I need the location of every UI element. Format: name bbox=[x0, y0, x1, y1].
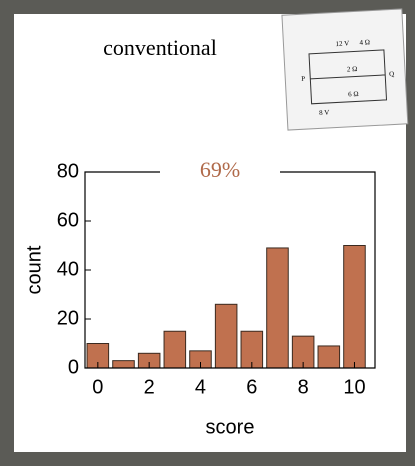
y-tick-label: 0 bbox=[68, 356, 79, 378]
bar bbox=[215, 304, 237, 368]
bar bbox=[164, 331, 186, 368]
circuit-label: 12 V bbox=[335, 39, 349, 48]
x-tick-label: 6 bbox=[246, 376, 257, 398]
circuit-label: P bbox=[301, 75, 305, 83]
x-tick-label: 8 bbox=[298, 376, 309, 398]
circuit-inset: 12 V 4 Ω 2 Ω 6 Ω 8 V P Q bbox=[282, 9, 408, 130]
x-axis-label: score bbox=[206, 416, 255, 438]
slide: conventional 12 V 4 Ω 2 Ω 6 Ω 8 V P Q 69… bbox=[0, 0, 415, 466]
x-tick-label: 0 bbox=[92, 376, 103, 398]
page: conventional 12 V 4 Ω 2 Ω 6 Ω 8 V P Q 69… bbox=[0, 0, 415, 466]
circuit-label: 8 V bbox=[319, 108, 330, 117]
bar bbox=[267, 248, 289, 368]
x-tick-label: 4 bbox=[195, 376, 206, 398]
circuit-label: 6 Ω bbox=[348, 90, 359, 99]
circuit-label: Q bbox=[389, 70, 394, 78]
x-tick-label: 2 bbox=[144, 376, 155, 398]
x-tick-label: 10 bbox=[343, 376, 365, 398]
annotation: 69% bbox=[200, 157, 240, 182]
y-tick-label: 80 bbox=[57, 160, 79, 182]
y-tick-label: 60 bbox=[57, 209, 79, 231]
bar bbox=[344, 246, 366, 369]
y-tick-label: 20 bbox=[57, 307, 79, 329]
chart-title: conventional bbox=[103, 35, 217, 60]
y-tick-label: 40 bbox=[57, 258, 79, 280]
bar bbox=[113, 361, 135, 368]
circuit-label: 2 Ω bbox=[347, 65, 358, 74]
y-axis-label: count bbox=[23, 245, 45, 294]
circuit-label: 4 Ω bbox=[359, 38, 370, 47]
bar bbox=[318, 346, 340, 368]
